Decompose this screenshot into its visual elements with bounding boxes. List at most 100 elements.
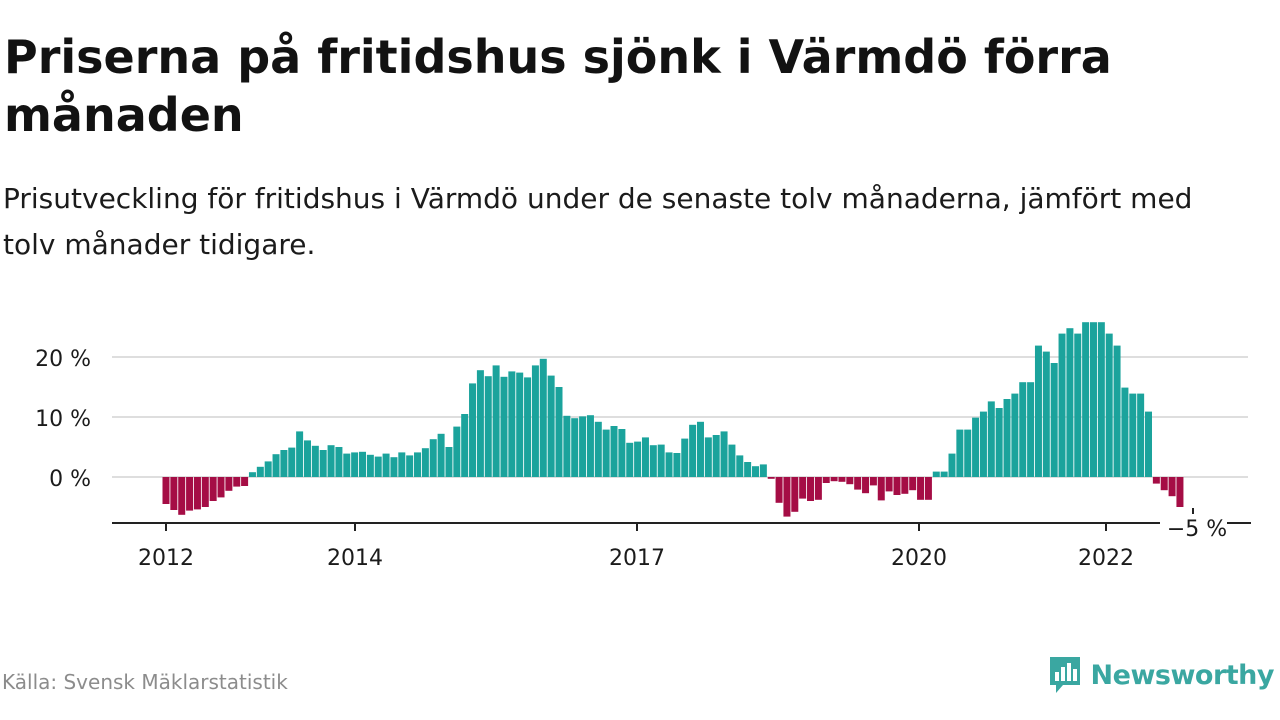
- bar-2013-02: [264, 461, 272, 477]
- bar-2012-10: [233, 477, 241, 487]
- bar-2020-11: [995, 408, 1003, 477]
- bar-2020-05: [948, 453, 956, 477]
- x-tick-label-2020: 2020: [891, 546, 947, 571]
- bar-2016-03: [555, 387, 563, 477]
- bar-2013-04: [280, 450, 288, 477]
- bar-2017-12: [720, 431, 728, 477]
- bar-2020-12: [1003, 399, 1011, 477]
- bar-2022-07: [1152, 477, 1160, 484]
- bar-2015-09: [508, 371, 516, 477]
- bar-2018-07: [775, 477, 783, 503]
- bar-2013-12: [343, 453, 351, 477]
- bar-2022-08: [1160, 477, 1168, 491]
- brand-name: Newsworthy: [1090, 659, 1275, 691]
- bar-2015-08: [500, 376, 508, 477]
- bar-2022-02: [1113, 345, 1121, 477]
- bar-2014-03: [366, 454, 374, 477]
- bar-2015-04: [469, 383, 477, 477]
- source-note: Källa: Svensk Mäklarstatistik: [2, 670, 288, 694]
- bar-2017-02: [641, 437, 649, 477]
- bar-2019-11: [901, 477, 909, 494]
- bar-2021-07: [1058, 333, 1066, 477]
- bar-2021-03: [1027, 382, 1035, 477]
- x-tick-label-2014: 2014: [327, 546, 383, 571]
- bar-2014-07: [398, 452, 406, 477]
- x-axis-ticks: [165, 523, 1107, 531]
- bar-2013-10: [327, 445, 335, 477]
- bar-2014-01: [351, 452, 359, 477]
- bar-2014-11: [429, 439, 437, 477]
- bar-2015-05: [476, 370, 484, 477]
- bar-2016-10: [610, 426, 618, 477]
- y-tick-label-20: 20 %: [35, 347, 91, 372]
- bar-2013-08: [311, 445, 319, 477]
- y-tick-label-0: 0 %: [49, 467, 91, 492]
- bar-2019-03: [838, 477, 846, 482]
- bar-2012-08: [217, 477, 225, 498]
- bar-2017-05: [665, 452, 673, 477]
- bar-2015-01: [445, 447, 453, 477]
- bar-chart: 20 % 10 % 0 % 2012 2014 2017 2020 2022 −…: [35, 322, 1251, 571]
- bar-2017-09: [696, 421, 704, 477]
- bar-2012-12: [248, 472, 256, 477]
- bars: [162, 322, 1184, 517]
- bar-2021-09: [1074, 333, 1082, 477]
- bar-2013-11: [335, 447, 343, 477]
- bar-2017-01: [634, 441, 642, 477]
- bar-2012-01: [162, 477, 170, 504]
- bar-2020-01: [917, 477, 925, 500]
- bar-2015-02: [453, 426, 461, 477]
- bar-2015-06: [484, 376, 492, 477]
- bar-2013-05: [288, 447, 296, 477]
- bar-2017-04: [657, 444, 665, 477]
- bar-2016-02: [547, 375, 555, 477]
- bar-2012-09: [225, 477, 233, 491]
- bar-2014-10: [421, 448, 429, 477]
- bar-2016-01: [539, 358, 547, 477]
- chart-subtitle: Prisutveckling för fritidshus i Värmdö u…: [3, 182, 1193, 261]
- bar-2019-09: [885, 477, 893, 492]
- bar-2021-02: [1019, 382, 1027, 477]
- bar-2012-03: [178, 477, 186, 515]
- bar-2016-09: [602, 429, 610, 477]
- bar-2017-07: [681, 438, 689, 477]
- bar-2019-02: [830, 477, 838, 482]
- bar-2018-02: [736, 455, 744, 477]
- bar-2013-01: [256, 466, 264, 477]
- bar-2016-04: [563, 415, 571, 477]
- bar-2017-11: [712, 435, 720, 477]
- bar-2019-04: [846, 477, 854, 485]
- bar-2018-12: [814, 477, 822, 500]
- bar-2019-07: [869, 477, 877, 486]
- bar-2019-08: [877, 477, 885, 501]
- bar-2018-10: [799, 477, 807, 499]
- bar-2020-07: [964, 429, 972, 477]
- bar-2013-06: [296, 431, 304, 477]
- bar-2015-12: [531, 365, 539, 477]
- bar-2020-08: [972, 417, 980, 477]
- bar-2021-04: [1034, 345, 1042, 477]
- bar-2014-05: [382, 453, 390, 477]
- bar-2021-06: [1050, 363, 1058, 477]
- x-tick-label-2022: 2022: [1078, 546, 1134, 571]
- bar-2021-12: [1097, 322, 1105, 477]
- bar-2016-05: [571, 418, 579, 477]
- bar-2012-04: [186, 477, 194, 511]
- y-axis-labels: 20 % 10 % 0 %: [35, 347, 91, 492]
- bar-2021-05: [1042, 351, 1050, 477]
- last-value-label: −5 %: [1167, 517, 1227, 542]
- bar-2017-03: [649, 445, 657, 477]
- y-tick-label-10: 10 %: [35, 407, 91, 432]
- x-tick-label-2012: 2012: [138, 546, 194, 571]
- bar-2019-10: [893, 477, 901, 495]
- bar-2017-08: [689, 424, 697, 477]
- bar-2018-08: [783, 477, 791, 517]
- bar-2021-01: [1011, 393, 1019, 477]
- bar-2013-07: [303, 440, 311, 477]
- bar-2017-10: [704, 437, 712, 477]
- bar-2022-06: [1145, 411, 1152, 477]
- chart-title: Priserna på fritidshus sjönk i Värmdö fö…: [4, 30, 1112, 142]
- bar-2015-10: [516, 372, 524, 477]
- bar-2014-08: [406, 455, 414, 477]
- bar-2022-01: [1105, 333, 1113, 477]
